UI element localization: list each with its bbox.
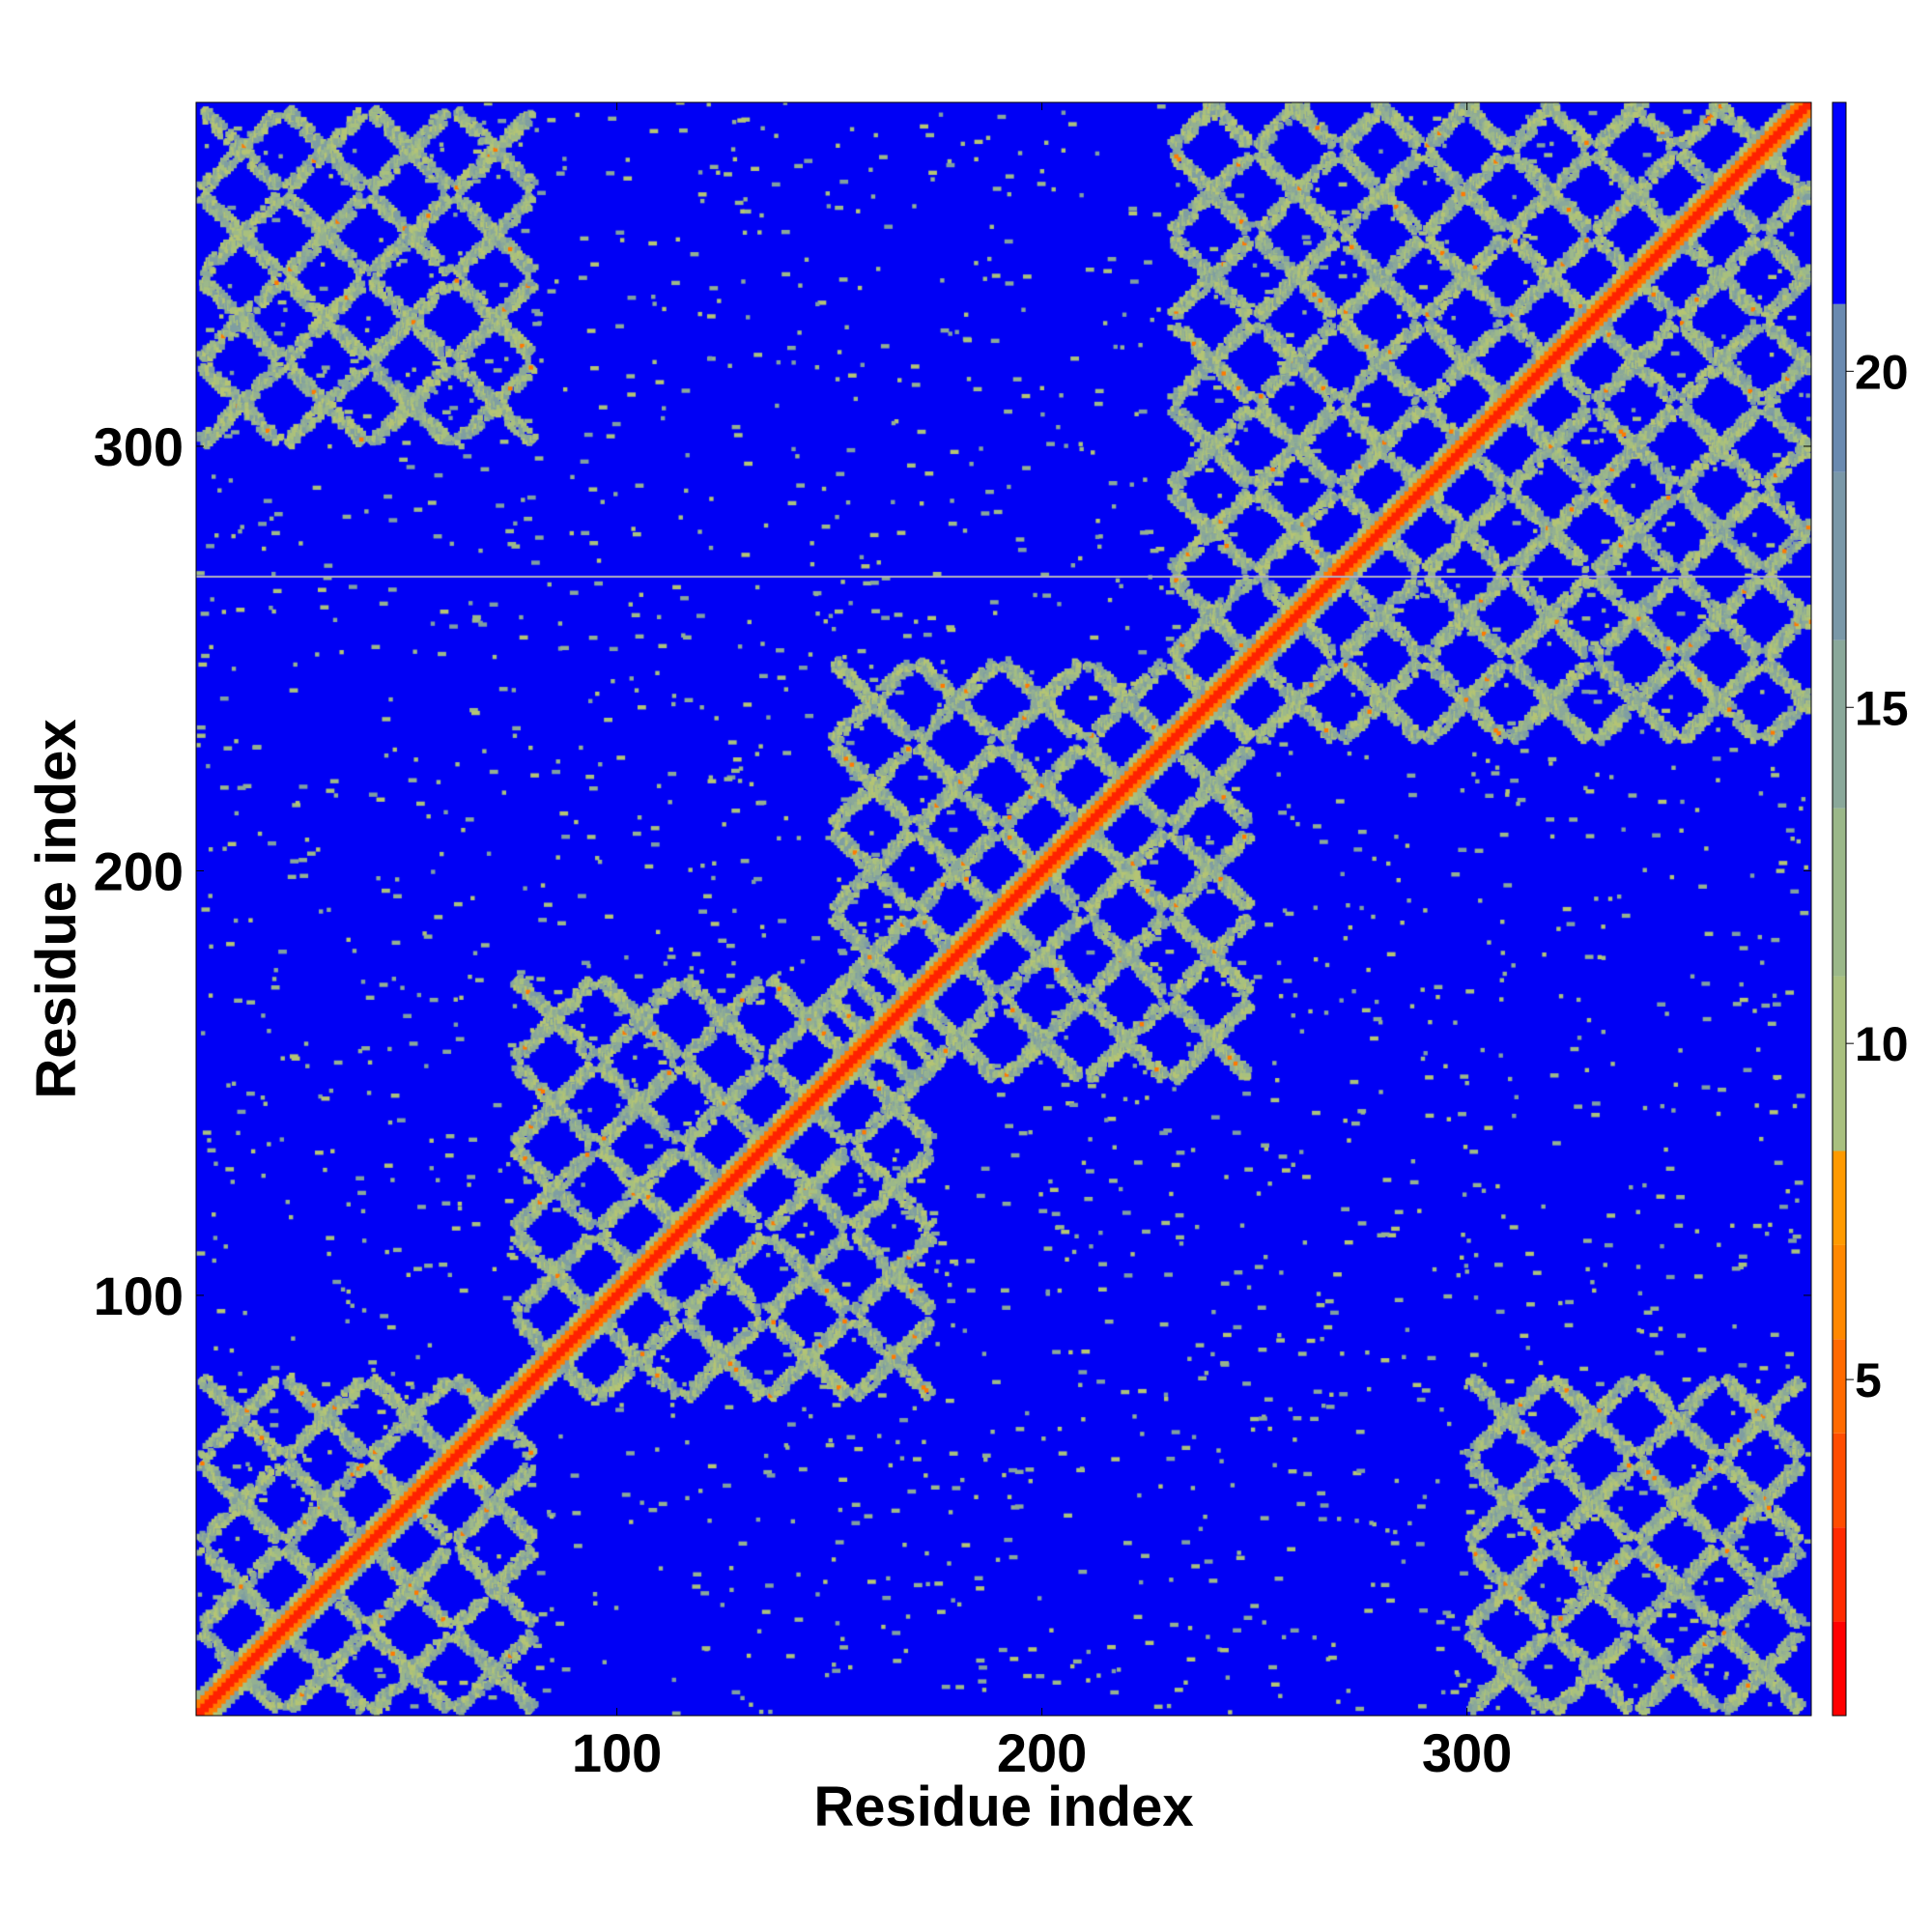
colorbar-segment <box>1833 102 1846 304</box>
colorbar-segment <box>1833 303 1846 472</box>
y-tick-label: 200 <box>94 840 184 901</box>
colorbar-segment <box>1833 1527 1846 1622</box>
x-tick-label: 200 <box>997 1722 1087 1783</box>
colorbar-tick-label: 20 <box>1855 345 1909 399</box>
x-axis-ticks: 100 200 300 <box>572 102 1512 1783</box>
x-tick-label: 100 <box>572 1722 662 1783</box>
y-tick-label: 100 <box>94 1265 184 1326</box>
colorbar-segment <box>1833 1244 1846 1340</box>
colorbar-ticks: 5 10 15 20 <box>1846 345 1909 1407</box>
colorbar-tick-label: 15 <box>1855 681 1909 735</box>
plot-frame <box>195 101 1812 1717</box>
colorbar-tick-label: 5 <box>1855 1353 1882 1407</box>
colorbar-segment <box>1833 976 1846 1151</box>
heatmap-plot-area <box>196 102 1811 1716</box>
colorbar-tick-label: 10 <box>1855 1017 1909 1071</box>
colorbar-segment <box>1833 639 1846 809</box>
y-axis-title: Residue index <box>25 719 88 1098</box>
colorbar <box>1832 101 1847 1717</box>
colorbar-segment <box>1833 1621 1846 1716</box>
colorbar-frame <box>1832 101 1847 1717</box>
x-tick-label: 300 <box>1422 1722 1512 1783</box>
y-tick-label: 300 <box>94 416 184 477</box>
colorbar-segment <box>1833 1151 1846 1245</box>
y-axis-ticks: 100 200 300 <box>94 416 1811 1326</box>
x-axis-title: Residue index <box>813 1776 1193 1838</box>
contact-matrix <box>196 102 1811 1716</box>
colorbar-segment <box>1833 808 1846 977</box>
colorbar-segment <box>1833 1433 1846 1528</box>
colorbar-segment <box>1833 471 1846 640</box>
colorbar-segment <box>1833 1339 1846 1434</box>
